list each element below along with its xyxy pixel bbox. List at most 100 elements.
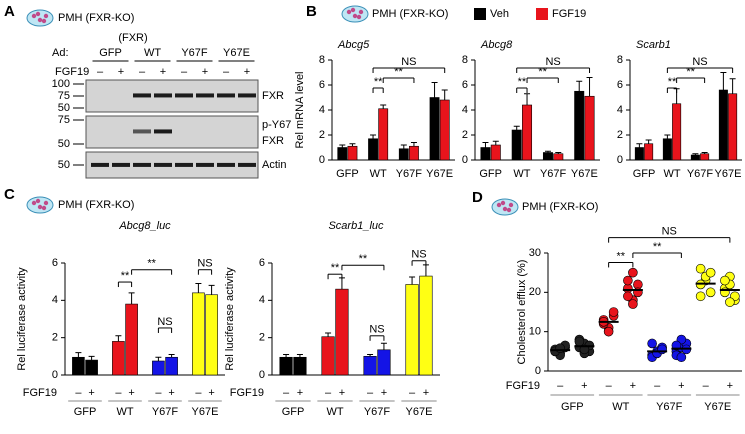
data-point	[555, 343, 565, 353]
blot-band	[175, 162, 193, 167]
sign: +	[118, 66, 124, 78]
error-bar	[441, 89, 448, 100]
bar	[690, 154, 700, 161]
error-bar	[431, 82, 438, 98]
error-bar	[664, 134, 671, 139]
sign: –	[283, 387, 290, 399]
y-axis-label: Rel mRNA level	[294, 71, 306, 148]
x-tick-label: WT	[326, 406, 343, 418]
x-tick-label: Y67F	[364, 406, 391, 418]
y-tick-label: 4	[462, 104, 468, 116]
y-tick-label: 6	[617, 79, 623, 91]
cell-icon-dot	[496, 202, 502, 208]
data-point	[628, 299, 638, 309]
y-tick-label: 2	[319, 129, 325, 141]
bar	[553, 153, 564, 161]
sign: +	[128, 387, 134, 399]
y-tick-label: 0	[462, 154, 468, 166]
error-bar	[325, 332, 332, 337]
bar	[419, 275, 433, 376]
bar	[574, 90, 585, 161]
x-tick-label: WT	[612, 401, 629, 413]
significance: **	[616, 250, 625, 262]
sign: –	[325, 387, 332, 399]
error-bar	[400, 144, 407, 149]
mw-marker: 50	[58, 102, 70, 114]
error-bar	[422, 264, 429, 277]
cell-icon-dot	[508, 202, 514, 208]
significance: **	[331, 262, 340, 274]
cell-icon	[26, 9, 54, 27]
header: PMH (FXR-KO)	[58, 12, 134, 24]
sign: –	[367, 387, 374, 399]
y-tick-label: 8	[462, 54, 468, 66]
cell-icon-dot	[356, 14, 362, 20]
cell-icon-dot	[352, 13, 358, 19]
cell-icon-dot	[41, 205, 47, 211]
cell-icon	[491, 198, 519, 216]
bar	[584, 95, 595, 161]
bar	[378, 108, 389, 161]
cell-icon-dot	[350, 7, 356, 13]
bar	[718, 89, 728, 161]
y-tick-label: 4	[319, 104, 325, 116]
error-bar	[115, 335, 122, 342]
cell-icon-dot	[346, 9, 352, 15]
legend-label: FGF19	[552, 8, 586, 20]
cell-icon-dot	[31, 200, 37, 206]
legend-swatch	[536, 8, 548, 20]
cell-icon-dot	[37, 17, 43, 23]
sign: +	[381, 387, 387, 399]
data-point	[695, 291, 706, 302]
sign: –	[654, 380, 661, 392]
error-bar	[367, 353, 374, 357]
data-point	[657, 344, 667, 355]
cell-icon-dot	[43, 13, 49, 19]
y-tick-label: 6	[52, 257, 58, 269]
data-point	[705, 287, 716, 298]
data-point	[725, 297, 735, 307]
sign: –	[181, 66, 188, 78]
error-bar	[409, 276, 416, 285]
significance: NS	[411, 249, 426, 261]
sign: +	[423, 387, 429, 399]
bar	[347, 145, 358, 161]
blot-band	[196, 162, 214, 167]
ad-label: Ad:	[52, 47, 69, 59]
bar	[72, 356, 85, 376]
cell-icon-dot	[41, 18, 47, 24]
blot-band	[154, 93, 172, 98]
blot-band	[154, 162, 172, 167]
significance: NS	[692, 56, 707, 68]
data-point	[720, 275, 730, 286]
x-tick-label: Y67E	[715, 168, 742, 180]
mw-marker: 50	[58, 138, 70, 150]
panel-label: A	[4, 3, 15, 20]
significance: **	[686, 66, 695, 78]
sign: –	[557, 380, 564, 392]
error-bar	[636, 143, 643, 148]
cell-icon-dot	[358, 9, 364, 15]
error-bar	[283, 353, 290, 358]
significance: NS	[369, 324, 384, 336]
bar	[439, 99, 450, 161]
significance: **	[121, 270, 130, 282]
y-tick-label: 8	[617, 54, 623, 66]
blot-band	[238, 93, 256, 98]
cell-icon-dot	[506, 207, 512, 213]
significance: **	[359, 253, 368, 265]
y-tick-label: 6	[462, 79, 468, 91]
cell-icon-dot	[35, 11, 41, 17]
bar	[368, 138, 378, 161]
x-tick-label: WT	[116, 406, 133, 418]
mw-marker: 50	[58, 159, 70, 171]
sign: –	[139, 66, 146, 78]
x-tick-label: GFP	[336, 168, 359, 180]
bar	[337, 147, 348, 161]
x-tick-label: WT	[513, 168, 530, 180]
y-tick-label: 4	[259, 294, 265, 306]
bar	[634, 147, 644, 161]
sign: +	[168, 387, 174, 399]
panel-label: C	[4, 186, 15, 203]
